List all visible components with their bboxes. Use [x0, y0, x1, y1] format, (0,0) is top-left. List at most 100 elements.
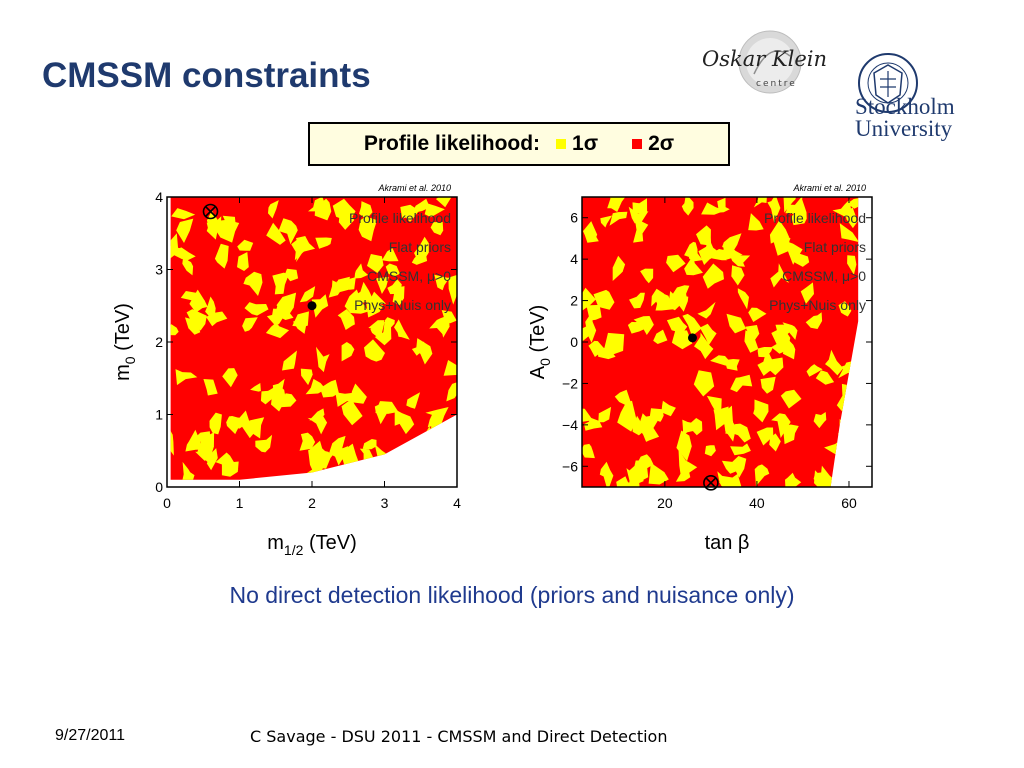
region-1sigma-patch: [771, 335, 790, 354]
region-1sigma-patch: [435, 197, 457, 208]
region-1sigma-patch: [593, 289, 615, 310]
best-fit-marker: [703, 475, 719, 491]
region-1sigma-patch: [352, 463, 372, 480]
region-1sigma-patch: [702, 263, 724, 289]
x-tick-label: 0: [163, 495, 171, 511]
region-1sigma-patch: [451, 453, 457, 473]
region-1sigma-patch: [863, 320, 879, 336]
region-1sigma-patch: [370, 291, 386, 305]
region-1sigma-patch: [653, 329, 668, 344]
region-1sigma-patch: [732, 456, 747, 478]
region-1sigma-patch: [237, 252, 249, 271]
region-1sigma-patch: [806, 364, 823, 377]
region-1sigma-patch: [176, 247, 196, 262]
region-1sigma-patch: [633, 218, 649, 243]
region-1sigma-patch: [296, 236, 316, 263]
region-1sigma-patch: [392, 476, 414, 480]
region-1sigma-patch: [632, 415, 649, 436]
region-1sigma-patch: [277, 393, 297, 408]
region-1sigma-patch: [730, 443, 751, 456]
region-1sigma-patch: [780, 389, 802, 409]
plot-annotation: Profile likelihood: [349, 210, 451, 226]
x-tick-label: 60: [841, 495, 857, 511]
region-1sigma-patch: [349, 383, 367, 404]
region-1sigma-patch: [307, 415, 328, 435]
region-1sigma-patch: [402, 454, 416, 476]
plot-annotation: CMSSM, μ>0: [782, 268, 866, 284]
region-1sigma-patch: [367, 254, 384, 273]
region-1sigma-patch: [292, 474, 310, 480]
klein-signature: Oskar Klein: [702, 47, 827, 71]
region-1sigma-patch: [699, 323, 717, 346]
region-1sigma-patch: [757, 349, 774, 376]
region-1sigma-patch: [737, 288, 749, 310]
region-1sigma-patch: [406, 441, 422, 462]
region-1sigma-patch: [366, 470, 384, 480]
region-1sigma-patch: [214, 243, 229, 269]
region-1sigma-patch: [368, 320, 385, 331]
region-1sigma-patch: [583, 221, 599, 243]
region-1sigma-patch: [315, 237, 332, 249]
region-1sigma-patch: [704, 445, 716, 457]
region-1sigma-patch: [832, 199, 852, 220]
region-1sigma-patch: [844, 427, 858, 449]
region-1sigma-patch: [182, 256, 194, 276]
region-1sigma-patch: [676, 430, 692, 462]
region-1sigma-patch: [424, 203, 445, 218]
region-1sigma-patch: [424, 458, 445, 475]
region-1sigma-patch: [352, 281, 375, 304]
x-tick-label: 3: [381, 495, 389, 511]
region-1sigma-patch: [753, 399, 769, 423]
region-1sigma-patch: [666, 254, 686, 273]
region-1sigma-patch: [300, 368, 313, 386]
region-1sigma-patch: [401, 209, 420, 222]
region-1sigma-patch: [842, 426, 856, 437]
region-1sigma-patch: [640, 268, 654, 284]
y-tick-label: 0: [570, 334, 578, 350]
region-1sigma-patch: [170, 427, 174, 456]
plot-annotation: Phys+Nuis only: [769, 297, 866, 313]
region-1sigma-patch: [336, 277, 356, 290]
region-1sigma-patch: [215, 452, 239, 474]
region-1sigma-patch: [722, 233, 742, 253]
region-1sigma-patch: [838, 418, 849, 447]
su-line1: Stockholm: [855, 94, 955, 119]
region-1sigma-patch: [244, 302, 269, 316]
region-1sigma-patch: [411, 246, 428, 265]
footer-talk: C Savage - DSU 2011 - CMSSM and Direct D…: [250, 727, 668, 746]
region-1sigma-patch: [782, 322, 798, 340]
region-1sigma-patch: [175, 369, 198, 386]
region-1sigma-patch: [706, 395, 722, 419]
region-1sigma-patch: [649, 408, 664, 422]
best-fit-marker: [202, 203, 219, 220]
region-1sigma-patch: [197, 432, 215, 463]
legend-swatch-1sigma: [556, 139, 567, 149]
region-1sigma-patch: [417, 432, 434, 456]
region-1sigma-patch: [617, 400, 637, 432]
region-1sigma-patch: [320, 379, 339, 398]
region-1sigma-patch: [255, 434, 273, 453]
region-1sigma-patch: [268, 200, 279, 219]
region-1sigma-patch: [694, 336, 714, 360]
region-1sigma-patch: [411, 341, 431, 356]
region-1sigma-patch: [849, 419, 859, 435]
region-1sigma-patch: [189, 289, 208, 313]
region-1sigma-patch: [684, 255, 703, 276]
x-tick-label: 20: [657, 495, 673, 511]
region-1sigma-patch: [328, 435, 346, 461]
plot-credit: Akrami et al. 2010: [792, 183, 866, 193]
region-1sigma-patch: [358, 216, 378, 242]
plot-annotation: Flat priors: [804, 239, 866, 255]
region-1sigma-patch: [632, 198, 648, 214]
region-1sigma-patch: [366, 300, 384, 318]
region-1sigma-patch: [171, 208, 196, 220]
region-1sigma-patch: [582, 443, 595, 459]
region-1sigma-patch: [364, 339, 385, 362]
stockholm-university-seal: [858, 53, 918, 113]
y-tick-label: −2: [562, 375, 578, 391]
region-1sigma-patch: [847, 255, 857, 275]
region-1sigma-patch: [600, 215, 613, 228]
region-1sigma-patch: [654, 292, 674, 311]
y-axis-label: m0 (TeV): [112, 303, 138, 381]
region-1sigma-patch: [222, 215, 236, 232]
